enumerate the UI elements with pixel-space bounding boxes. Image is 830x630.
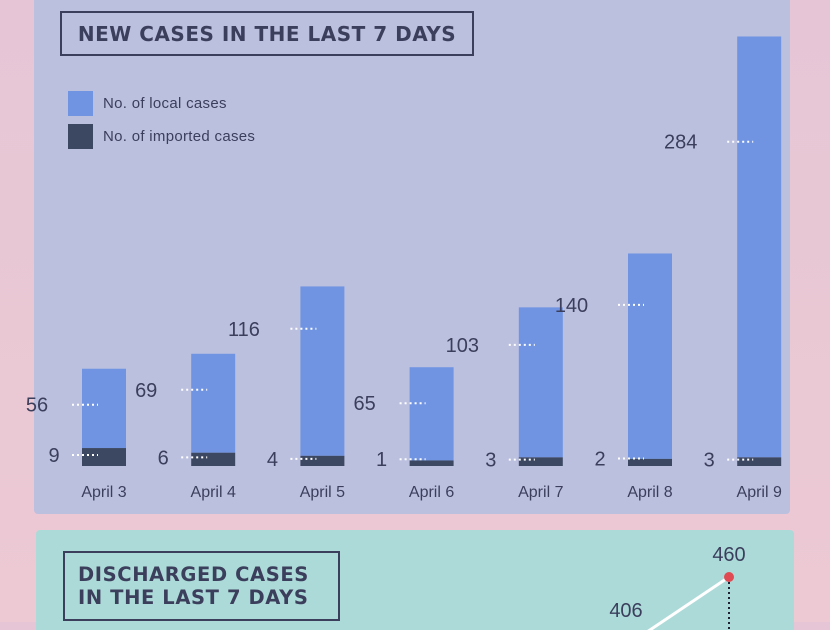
bar-imported-4 [409,460,454,466]
category-label-5: April 7 [518,484,563,501]
bar-local-4 [409,367,454,461]
bar-imported-6 [628,458,672,466]
bar-imported-5 [518,457,563,466]
category-label-4: April 6 [409,484,454,501]
legend-label-imported: No. of imported cases [103,128,256,145]
discharged-line-chart: 460 406 [609,544,746,630]
label-imported-2: 6 [158,447,169,469]
discharged-panel: DISCHARGED CASES IN THE LAST 7 DAYS 460 4… [36,530,794,630]
bar-local-1 [82,368,126,449]
new-cases-title: NEW CASES IN THE LAST 7 DAYS [77,21,457,46]
bar-imported-7 [737,457,782,466]
label-imported-5: 3 [485,450,496,472]
category-label-6: April 8 [627,484,672,501]
bar-imported-2 [191,452,236,466]
label-imported-6: 2 [594,448,605,470]
discharged-title-box: DISCHARGED CASES IN THE LAST 7 DAYS [63,551,340,621]
label-imported-3: 4 [267,449,278,471]
label-local-4: 65 [353,393,375,415]
category-label-7: April 9 [737,484,782,501]
discharged-point-460 [724,572,734,582]
category-label-3: April 5 [300,484,345,501]
label-local-3: 116 [228,319,260,341]
label-imported-4: 1 [376,449,387,471]
bar-local-5 [518,307,563,458]
label-local-6: 140 [555,295,588,317]
discharged-label-460: 460 [712,544,745,566]
bar-local-6 [628,253,672,459]
legend-item-imported: No. of imported cases [68,124,255,149]
bar-local-2 [191,353,236,453]
bar-local-3 [300,286,345,456]
label-imported-1: 9 [48,445,59,467]
label-local-5: 103 [446,335,479,357]
label-local-2: 69 [135,380,157,402]
bar-imported-1 [82,448,126,466]
bar-imported-3 [300,455,345,466]
legend-item-local: No. of local cases [68,91,227,116]
discharged-title-line-1: DISCHARGED CASES [78,563,309,586]
category-label-1: April 3 [81,484,126,501]
discharged-line-segment [647,575,730,630]
bar-local-7 [737,36,782,458]
label-local-1: 56 [26,395,48,417]
label-local-7: 284 [664,132,697,154]
new-cases-title-box: NEW CASES IN THE LAST 7 DAYS [60,11,474,56]
legend-label-local: No. of local cases [103,95,227,112]
new-cases-bar-chart: 56 9 April 3 69 6 April 4 116 4 April 5 65 1 April … [26,36,782,501]
label-imported-7: 3 [704,450,715,472]
discharged-label-406: 406 [609,600,642,622]
category-label-2: April 4 [191,484,236,501]
legend-swatch-local [68,91,93,116]
discharged-title-line-2: IN THE LAST 7 DAYS [78,586,309,609]
legend-swatch-imported [68,124,93,149]
